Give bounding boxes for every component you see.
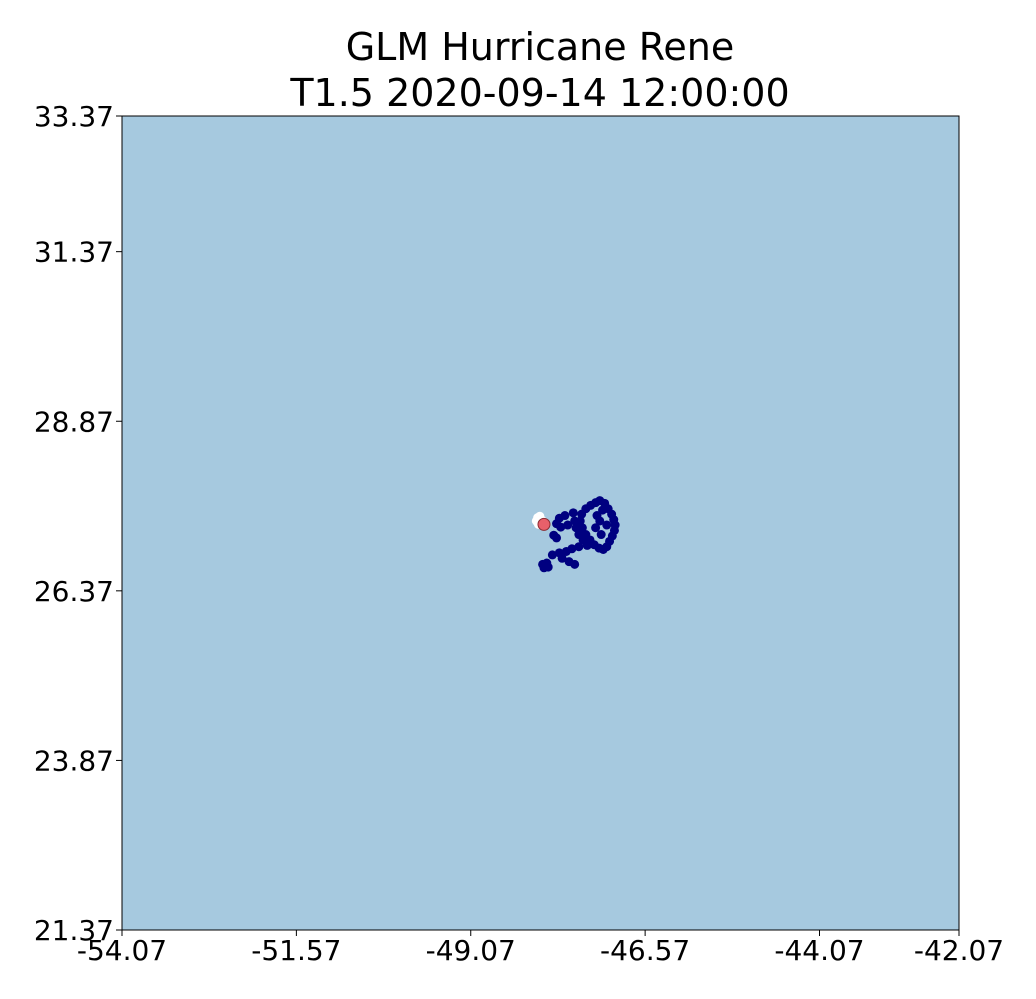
- flash-point-s1-36: [547, 550, 557, 560]
- x-tick-label: -44.07: [774, 934, 864, 967]
- flash-point-s1-48: [596, 530, 606, 540]
- flash-point-s1-21: [568, 508, 578, 518]
- flash-point-s1-50: [602, 520, 612, 530]
- x-tick-label: -46.57: [600, 934, 690, 967]
- flash-point-s1-34: [561, 546, 571, 556]
- flash-point-s1-39: [570, 559, 580, 569]
- x-axis: -54.07 -51.57 -49.07 -46.57 -44.07 -42.07: [77, 930, 1004, 967]
- y-tick-label: 28.87: [34, 405, 114, 438]
- flash-point-s1-51: [598, 505, 608, 515]
- x-tick-label: -49.07: [426, 934, 516, 967]
- storm-center-point: [537, 517, 551, 531]
- y-tick-label: 33.37: [34, 100, 114, 133]
- y-tick-label: 21.37: [34, 914, 114, 947]
- y-tick-label: 23.87: [34, 744, 114, 777]
- flash-point-s1-47: [591, 523, 601, 533]
- flash-point-s1-31: [582, 540, 592, 550]
- flash-point-s1-25: [556, 522, 566, 532]
- flash-point-s1-20: [591, 498, 601, 508]
- y-tick-label: 26.37: [34, 575, 114, 608]
- flash-point-s1-49: [592, 511, 602, 521]
- y-axis: 33.37 31.37 28.87 26.37 23.87 21.37: [34, 100, 122, 947]
- scatter-marks: [531, 496, 620, 573]
- y-tick-label: 31.37: [34, 236, 114, 269]
- flash-point-s1-45: [552, 533, 562, 543]
- flash-point-s1-26: [563, 520, 573, 530]
- x-tick-label: -51.57: [251, 934, 341, 967]
- flash-point-s1-37: [557, 553, 567, 563]
- flash-point-s1-28: [571, 523, 581, 533]
- flash-point-s1-15: [577, 523, 587, 533]
- flash-point-s1-43: [538, 559, 548, 569]
- flash-point-s1-27: [570, 516, 580, 526]
- x-tick-label: -54.07: [77, 934, 167, 967]
- chart-title: GLM Hurricane Rene: [346, 25, 735, 69]
- flash-point-s1-32: [574, 542, 584, 552]
- chart-subtitle: T1.5 2020-09-14 12:00:00: [289, 71, 789, 115]
- x-tick-label: -42.07: [914, 934, 1004, 967]
